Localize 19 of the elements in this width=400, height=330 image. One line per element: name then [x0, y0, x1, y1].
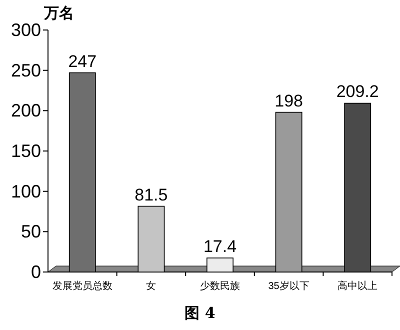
y-axis-title: 万名 — [43, 4, 74, 22]
y-tick-label: 0 — [30, 262, 41, 282]
x-tick-label: 少数民族 — [200, 280, 240, 292]
data-label: 209.2 — [336, 82, 379, 102]
y-tick-label: 150 — [10, 141, 41, 161]
data-label: 198 — [274, 91, 303, 110]
y-tick-label: 100 — [10, 181, 41, 202]
y-tick-label: 200 — [10, 100, 41, 121]
y-tick-label: 50 — [20, 222, 41, 242]
x-tick-label: 高中以上 — [338, 280, 378, 292]
data-label: 17.4 — [203, 236, 237, 256]
text: 图 4 — [184, 304, 216, 322]
x-tick-label: 35岁以下 — [268, 280, 310, 292]
y-tick-label: 250 — [10, 60, 41, 80]
y-tick-label: 300 — [10, 20, 41, 40]
data-label: 247 — [68, 52, 97, 71]
x-tick-label: 发展党员总数 — [52, 280, 112, 292]
data-label: 81.5 — [134, 185, 168, 204]
x-tick-label: 女 — [146, 280, 156, 292]
